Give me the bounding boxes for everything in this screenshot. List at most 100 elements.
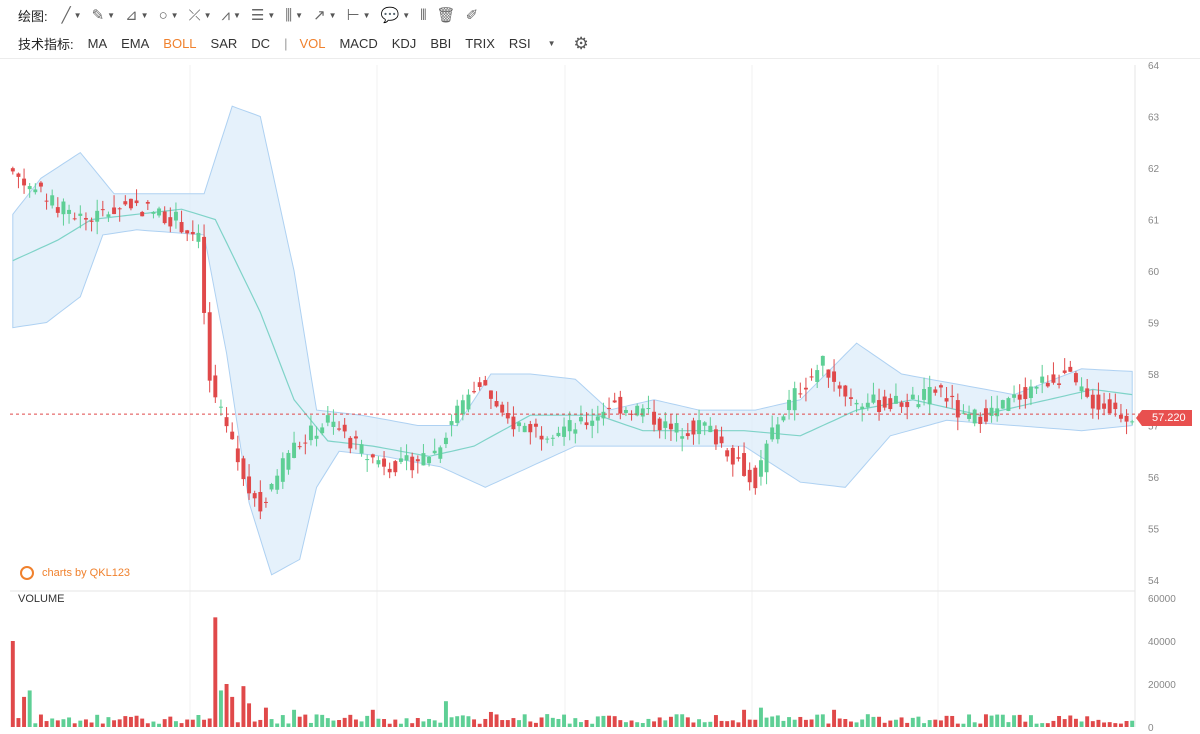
- candle-body: [387, 468, 392, 473]
- candle-body: [196, 232, 201, 242]
- range-tool-icon[interactable]: ⊢ ▼: [347, 6, 371, 24]
- sub-indicator-vol[interactable]: VOL: [299, 36, 326, 51]
- candle-body: [179, 222, 184, 233]
- indicator-separator: |: [284, 36, 288, 51]
- indicator-dc[interactable]: DC: [251, 36, 271, 51]
- cross-tool-icon[interactable]: ⤫ ▼: [189, 7, 212, 24]
- volume-bar: [663, 720, 668, 727]
- indicator-ma[interactable]: MA: [87, 36, 108, 51]
- volume-bar: [207, 718, 212, 727]
- candle-body: [128, 198, 133, 209]
- chevron-down-icon[interactable]: ▼: [232, 10, 241, 20]
- chevron-down-icon[interactable]: ▼: [107, 10, 116, 20]
- draw-label: 绘图:: [18, 8, 48, 24]
- gann-tool-icon[interactable]: ⫼ ▼: [285, 7, 303, 24]
- eraser-icon[interactable]: ✐: [465, 7, 479, 24]
- price-tick-label: 63: [1148, 113, 1160, 124]
- candle-body: [89, 220, 94, 222]
- volume-bar: [252, 721, 257, 727]
- volume-bar: [263, 707, 268, 727]
- volume-bar: [713, 715, 718, 727]
- candle-body: [989, 407, 994, 416]
- indicator-boll[interactable]: BOLL: [163, 36, 197, 51]
- volume-bar: [472, 719, 477, 727]
- volume-bar: [1085, 716, 1090, 727]
- volume-bar: [145, 723, 150, 727]
- candle-body: [826, 369, 831, 378]
- volume-bar: [685, 717, 690, 727]
- volume-bar: [235, 722, 240, 727]
- chevron-down-icon[interactable]: ▼: [140, 10, 149, 20]
- candle-body: [848, 397, 853, 399]
- trash-icon[interactable]: 🗑: [436, 7, 456, 24]
- sub-indicator-kdj[interactable]: KDJ: [391, 36, 417, 51]
- volume-bar: [483, 718, 488, 727]
- volume-bar: [517, 720, 522, 727]
- comment-tool-icon[interactable]: 💬 ▼: [381, 6, 411, 24]
- volume-bar: [927, 720, 932, 727]
- sub-indicator-rsi[interactable]: RSI: [508, 36, 531, 51]
- volume-bar: [1113, 723, 1118, 727]
- indicator-ema[interactable]: EMA: [121, 36, 150, 51]
- chevron-down-icon[interactable]: ▼: [402, 10, 411, 20]
- volume-bar: [854, 722, 859, 727]
- candle-body: [517, 422, 522, 427]
- candle-body: [207, 312, 212, 381]
- volume-bar: [134, 715, 139, 727]
- candle-body: [1124, 415, 1129, 422]
- volume-bar: [151, 721, 156, 727]
- chevron-down-icon[interactable]: ▼: [267, 10, 276, 20]
- circle-tool-icon[interactable]: ○ ▼: [159, 7, 179, 24]
- chevron-down-icon[interactable]: ▼: [73, 10, 82, 20]
- line-tool-icon[interactable]: ╱ ▼: [62, 6, 82, 24]
- candle-body: [247, 476, 252, 494]
- chevron-down-icon[interactable]: ▼: [328, 10, 337, 20]
- volume-bar: [303, 714, 308, 727]
- volume-bar: [798, 716, 803, 727]
- volume-bar: [646, 718, 651, 727]
- pattern-tool-icon[interactable]: ⩘ ▼: [222, 7, 241, 24]
- gear-icon[interactable]: ⚙: [573, 33, 589, 53]
- volume-bar: [877, 716, 882, 727]
- volume-bar: [573, 718, 578, 727]
- candle-body: [860, 406, 865, 410]
- sub-indicator-trix[interactable]: TRIX: [465, 36, 495, 51]
- volume-bar: [247, 703, 252, 727]
- sub-indicator-bbi[interactable]: BBI: [430, 36, 452, 51]
- volume-bar: [500, 720, 505, 727]
- chevron-down-icon[interactable]: ▼: [362, 10, 371, 20]
- volume-bar: [1090, 721, 1095, 727]
- volume-tick-label: 0: [1148, 723, 1154, 734]
- chevron-down-icon[interactable]: ▼: [170, 10, 179, 20]
- volume-bar: [680, 714, 685, 727]
- sub-indicator-macd[interactable]: MACD: [339, 36, 378, 51]
- candle-body: [117, 208, 122, 210]
- volume-bar: [83, 719, 88, 727]
- pen-tool-icon-glyph: ✎: [91, 7, 105, 24]
- arrow-tool-icon[interactable]: ↗ ▼: [313, 6, 337, 24]
- fib-tool-icon[interactable]: ☰ ▼: [251, 6, 275, 24]
- more-indicators-dropdown[interactable]: ▼: [545, 39, 556, 48]
- candle-body: [730, 447, 735, 465]
- pen-tool-icon[interactable]: ✎ ▼: [92, 6, 116, 24]
- volume-bar: [382, 719, 387, 727]
- candle-body: [725, 450, 730, 457]
- candle-body: [1028, 386, 1033, 399]
- chevron-down-icon[interactable]: ▼: [203, 10, 212, 20]
- chevron-down-icon[interactable]: ▼: [295, 10, 304, 20]
- candle-body: [1012, 394, 1017, 398]
- volume-bar: [1000, 714, 1005, 727]
- candle-pin-icon[interactable]: ⫴: [420, 6, 427, 24]
- candle-body: [337, 428, 342, 430]
- volume-bar: [972, 722, 977, 727]
- angle-tool-icon[interactable]: ⊿ ▼: [125, 6, 149, 24]
- volume-label: VOLUME: [18, 593, 65, 605]
- candle-body: [843, 385, 848, 397]
- fib-tool-icon-glyph: ☰: [250, 7, 265, 24]
- indicator-sar[interactable]: SAR: [210, 36, 238, 51]
- volume-bar: [545, 714, 550, 727]
- volume-bar: [989, 715, 994, 727]
- volume-bar: [601, 715, 606, 727]
- candle-body: [1034, 386, 1039, 389]
